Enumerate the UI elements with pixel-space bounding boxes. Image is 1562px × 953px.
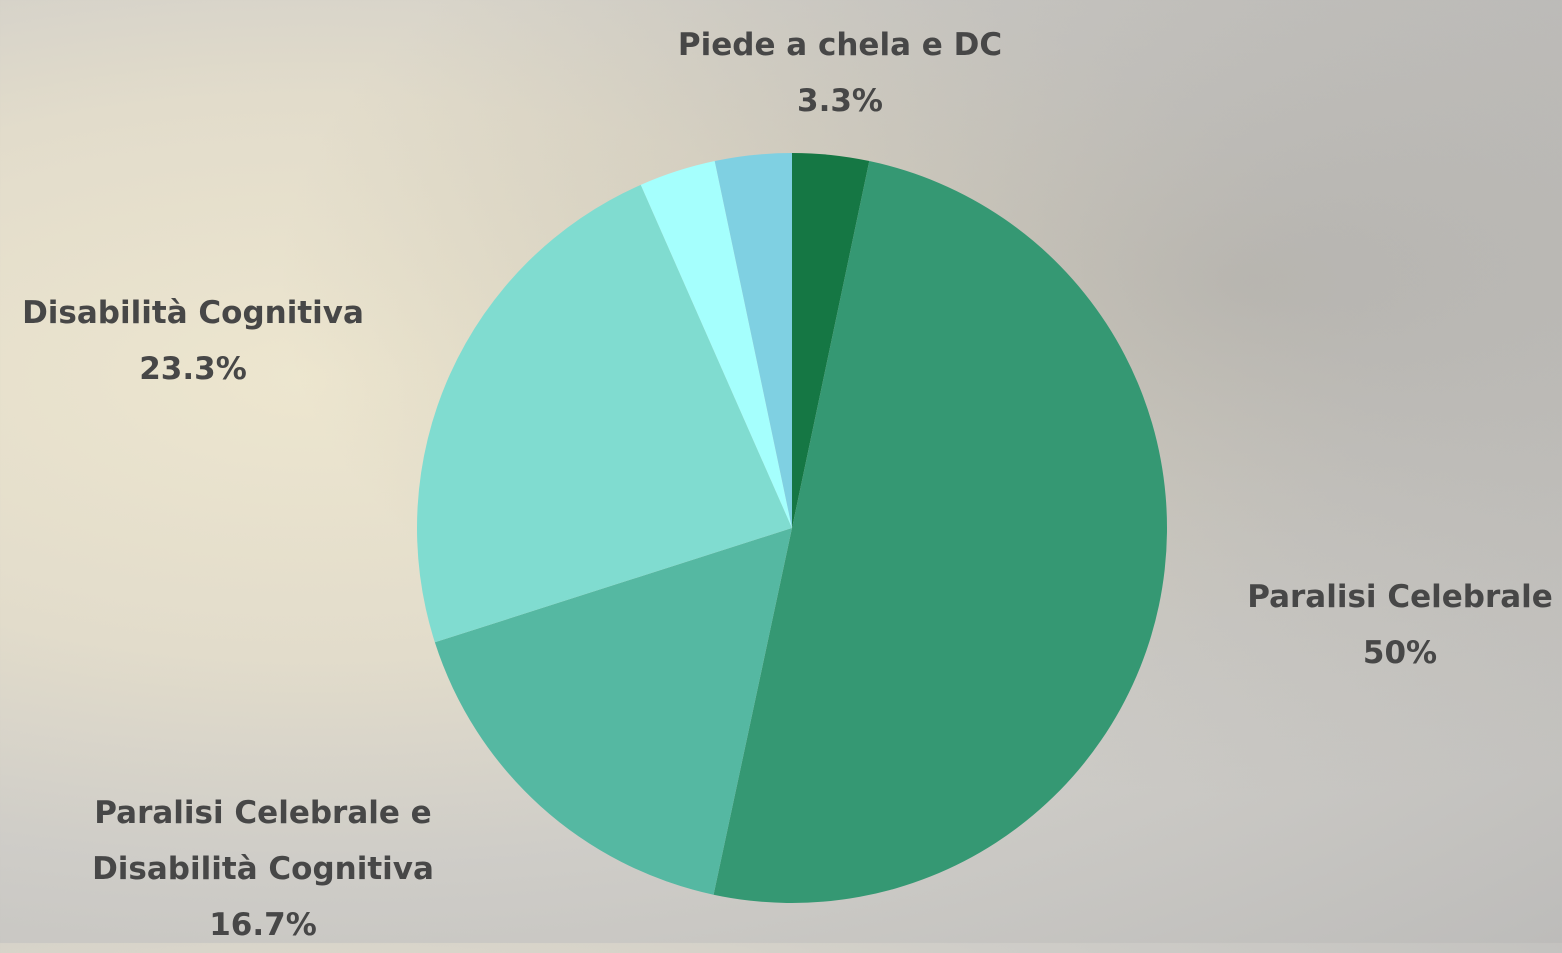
category-label: Piede a chela e DC [677,27,1003,63]
value-label: 16.7% [209,907,317,943]
slice-label: Paralisi Celebrale e Disabilità Cognitiv… [73,785,453,953]
pie-slice [792,153,870,528]
pie-slice [640,161,792,528]
pie-slice [417,184,792,643]
pie-slice [713,161,1168,904]
category-label: Disabilità Cognitiva [22,295,364,331]
pie-slice [434,528,792,895]
slice-label: Piede a chela e DC 3.3% [590,17,1090,129]
category-label: Paralisi Celebrale e Disabilità Cognitiv… [92,795,434,887]
slice-label: Paralisi Celebrale 50% [1200,569,1562,681]
value-label: 50% [1362,635,1438,671]
slice-label: Disabilità Cognitiva 23.3% [0,285,403,397]
category-label: Paralisi Celebrale [1247,579,1553,615]
value-label: 23.3% [139,351,247,387]
value-label: 3.3% [797,83,883,119]
pie-slice [714,153,792,528]
